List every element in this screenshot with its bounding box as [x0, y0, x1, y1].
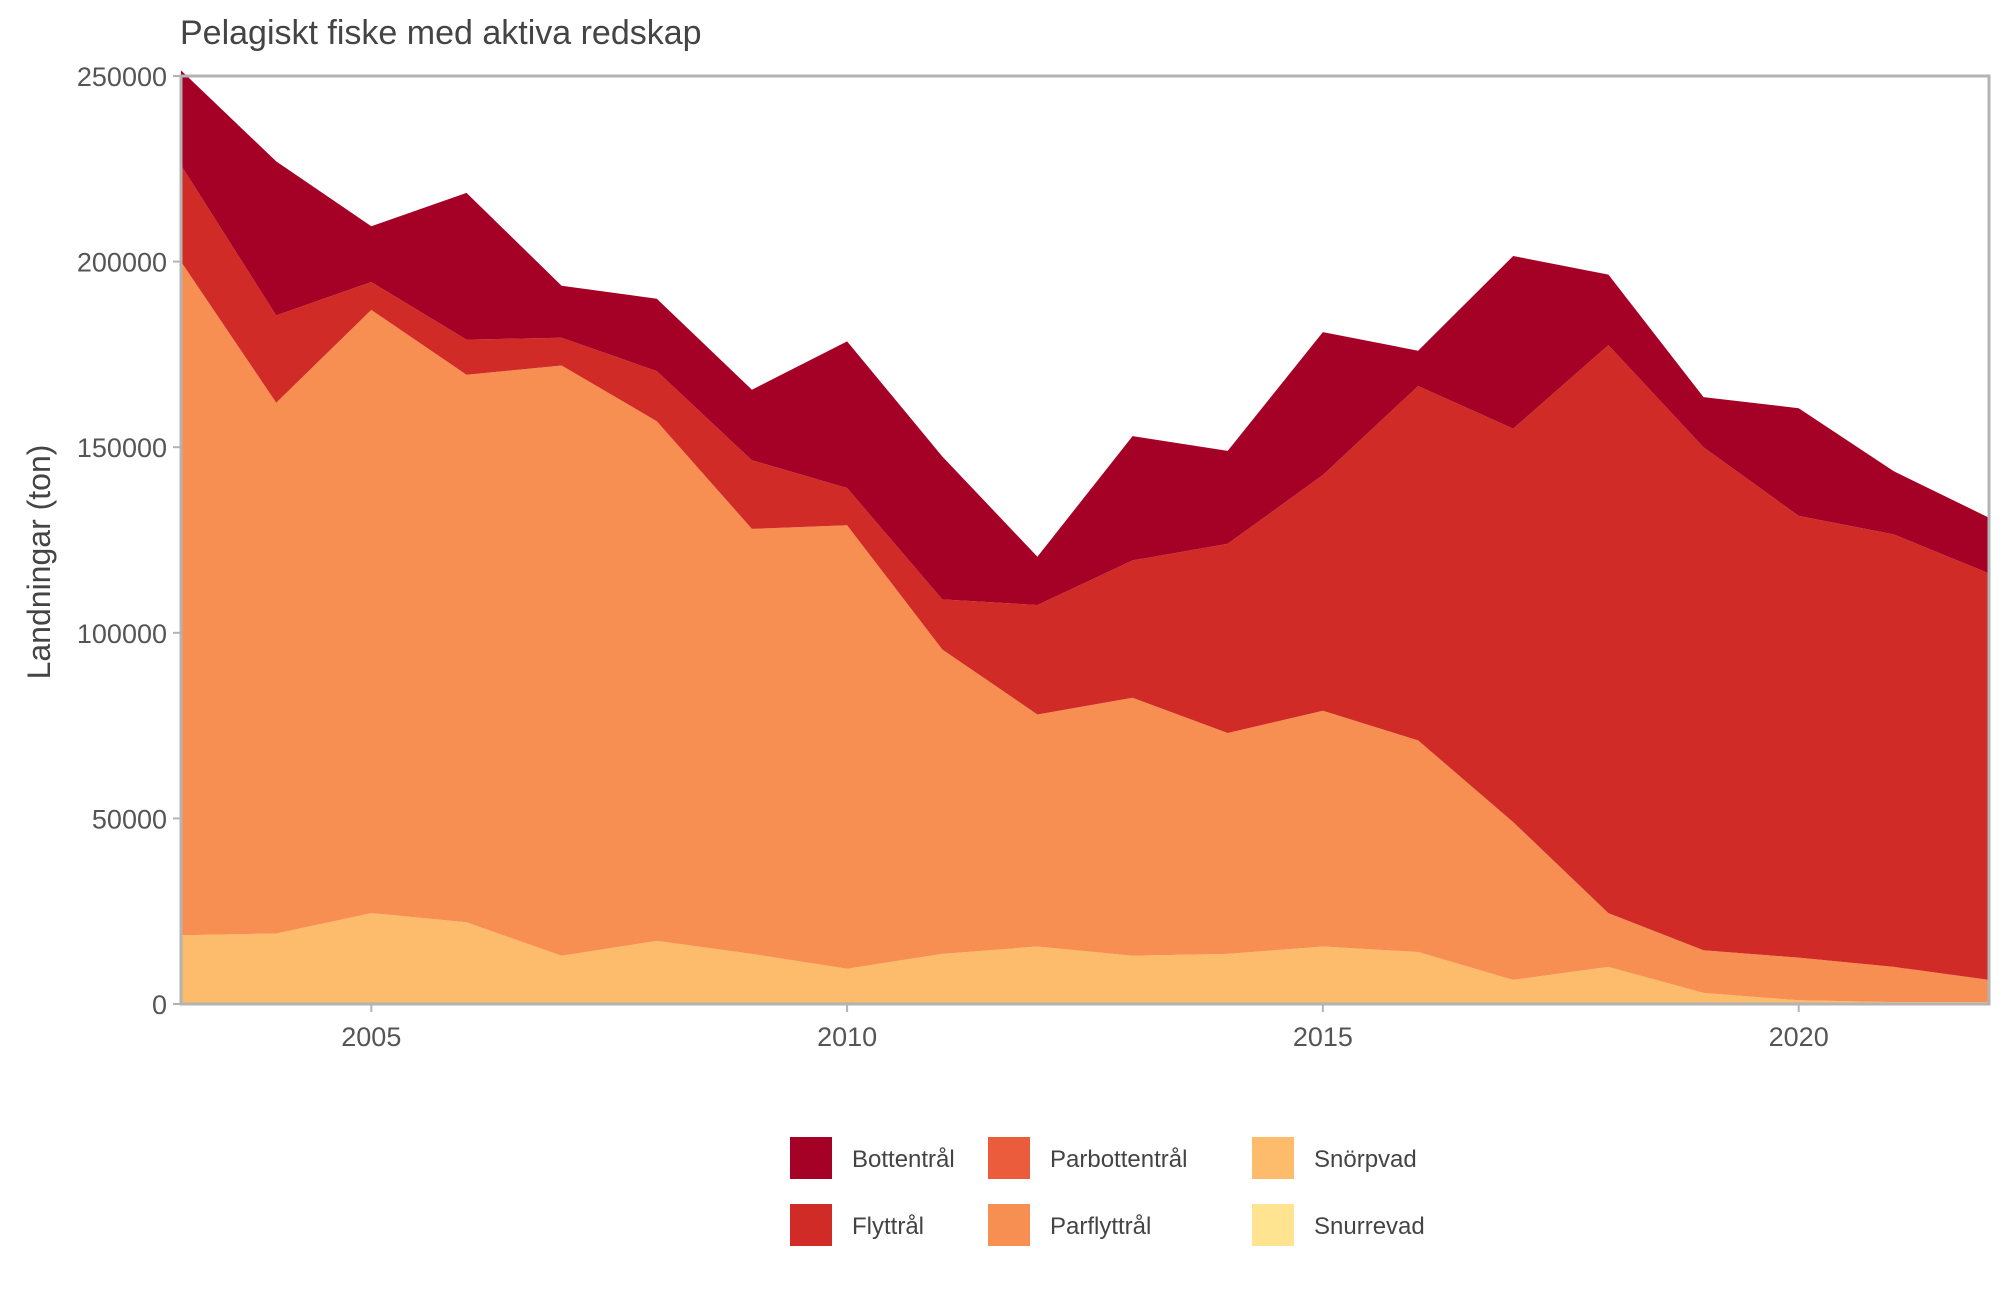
y-tick-label: 100000 [77, 619, 167, 649]
legend-swatch-bottentral [790, 1137, 832, 1179]
legend-label-snorpvad: Snörpvad [1314, 1146, 1417, 1173]
area-flyttral [181, 165, 1989, 980]
legend-label-parflyttral: Parflyttrål [1050, 1213, 1151, 1240]
legend-swatch-parflyttral [988, 1204, 1030, 1246]
legend-label-parbottentral: Parbottentrål [1050, 1146, 1187, 1173]
area-parflyttral [181, 261, 1989, 1003]
legend-label-flyttral: Flyttrål [852, 1213, 924, 1240]
legend-swatch-snorpvad [1252, 1137, 1294, 1179]
legend-label-bottentral: Bottentrål [852, 1146, 955, 1173]
legend-label-snurrevad: Snurrevad [1314, 1213, 1425, 1240]
y-tick-label: 200000 [77, 248, 167, 278]
legend-swatch-snurrevad [1252, 1204, 1294, 1246]
y-axis-label: Landningar (ton) [21, 445, 57, 680]
x-axis: 2005 2010 2015 2020 [341, 1004, 1829, 1052]
x-tick-label: 2010 [817, 1022, 877, 1052]
x-tick-label: 2005 [341, 1022, 401, 1052]
legend: Bottentrål Flyttrål Parbottentrål Parflyttr… [790, 1137, 1425, 1246]
y-tick-label: 50000 [92, 804, 167, 834]
area-snorpvad [181, 913, 1989, 1004]
legend-swatch-parbottentral [988, 1137, 1030, 1179]
y-tick-label: 250000 [77, 62, 167, 92]
plot-frame [179, 74, 1991, 1006]
area-bottentral [181, 70, 1989, 605]
legend-swatch-flyttral [790, 1204, 832, 1246]
y-tick-label: 150000 [77, 433, 167, 463]
chart-title: Pelagiskt fiske med aktiva redskap [180, 14, 702, 52]
y-tick-label: 0 [152, 990, 167, 1020]
x-tick-label: 2015 [1293, 1022, 1353, 1052]
y-axis: 0 50000 100000 150000 200000 250000 [77, 62, 181, 1020]
x-tick-label: 2020 [1769, 1022, 1829, 1052]
series-areas [181, 70, 1989, 1004]
